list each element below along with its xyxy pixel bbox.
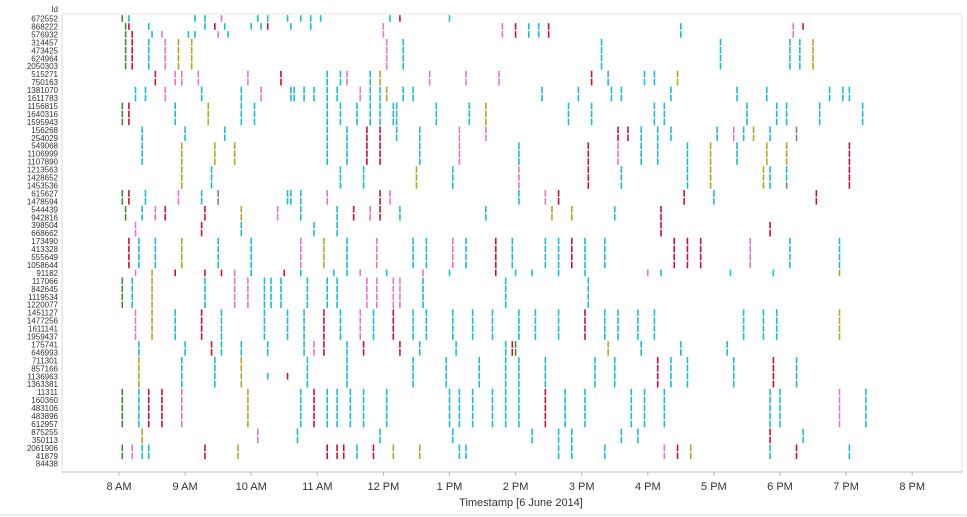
row-id-label: 612957: [31, 420, 58, 429]
row-id-label: 2061906: [27, 444, 59, 453]
x-tick-label: 1 PM: [437, 481, 463, 493]
row-id-label: 672552: [31, 15, 58, 24]
row-id-label: 1611141: [28, 325, 59, 334]
row-id-label: 473425: [31, 46, 58, 55]
row-id-label: 1363381: [27, 380, 59, 389]
row-id-label: 1477256: [27, 317, 59, 326]
row-id-label: 173490: [31, 237, 58, 246]
row-id-label: 11311: [37, 388, 59, 397]
row-id-label: 156268: [31, 126, 58, 135]
row-id-label: 1381070: [27, 86, 59, 95]
row-header-label: Id: [51, 5, 58, 14]
x-tick-label: 8 PM: [899, 481, 925, 493]
row-id-label: 84438: [36, 460, 59, 469]
x-tick-label: 2 PM: [503, 481, 529, 493]
x-tick-label: 3 PM: [569, 481, 595, 493]
row-id-label: 576932: [31, 30, 58, 39]
row-id-label: 1156815: [27, 102, 58, 111]
row-id-label: 1640316: [27, 110, 59, 119]
x-axis: 8 AM 9 AM 10 AM 11 AM 12 PM 1 PM 2 PM 3 PM 4 PM 5…: [62, 471, 962, 493]
row-id-label: 350113: [32, 436, 59, 445]
x-tick-label: 6 PM: [767, 481, 793, 493]
row-id-label: 1107890: [27, 158, 58, 167]
plot-area: [0, 13, 967, 516]
row-id-label: 1428652: [27, 174, 59, 183]
row-id-label: 750163: [31, 78, 58, 87]
row-id-label: 160360: [31, 396, 58, 405]
row-id-label: 624964: [31, 54, 58, 63]
row-id-label: 483106: [31, 404, 58, 413]
row-labels: 6725528682225769323144574734256249642050…: [27, 15, 59, 469]
row-id-label: 711301: [32, 356, 59, 365]
row-id-label: 1478594: [27, 197, 59, 206]
row-id-label: 2050303: [27, 62, 59, 71]
row-id-label: 1595943: [27, 118, 59, 127]
row-id-label: 868222: [31, 22, 58, 31]
row-id-label: 1220077: [27, 301, 59, 310]
row-id-label: 1959437: [27, 333, 59, 342]
x-tick-label: 8 AM: [106, 481, 131, 493]
row-id-label: 1119534: [28, 293, 59, 302]
x-tick-label: 12 PM: [368, 481, 400, 493]
row-id-label: 615627: [31, 189, 58, 198]
row-id-label: 1611783: [27, 94, 58, 103]
x-tick-label: 7 PM: [833, 481, 859, 493]
row-id-label: 398504: [31, 221, 58, 230]
x-tick-label: 5 PM: [701, 481, 727, 493]
row-id-label: 413328: [31, 245, 58, 254]
row-id-label: 314457: [31, 38, 58, 47]
x-tick-label: 9 AM: [173, 481, 198, 493]
tick-marks: [121, 15, 867, 460]
row-id-label: 1213563: [27, 166, 59, 175]
row-id-label: 875255: [31, 428, 58, 437]
row-id-label: 544439: [31, 205, 58, 214]
row-id-label: 857166: [31, 364, 58, 373]
row-id-label: 842645: [31, 285, 58, 294]
row-id-label: 515271: [31, 70, 58, 79]
row-id-label: 555649: [31, 253, 58, 262]
row-id-label: 91182: [36, 269, 58, 278]
row-id-label: 1106999: [27, 150, 58, 159]
row-id-label: 942816: [31, 213, 58, 222]
x-tick-label: 10 AM: [236, 481, 267, 493]
row-id-label: 1451127: [27, 309, 58, 318]
row-id-label: 175741: [31, 340, 58, 349]
row-id-label: 41879: [36, 452, 59, 461]
x-tick-label: 11 AM: [302, 481, 332, 493]
row-id-label: 646993: [31, 348, 58, 357]
row-id-label: 1453536: [27, 181, 59, 190]
row-id-label: 668662: [31, 229, 58, 238]
row-id-label: 1058644: [27, 261, 59, 270]
row-id-label: 1136963: [27, 372, 58, 381]
x-axis-title: Timestamp [6 June 2014]: [459, 497, 583, 509]
row-id-label: 549068: [31, 142, 58, 151]
x-tick-label: 4 PM: [635, 481, 661, 493]
row-id-label: 117066: [32, 277, 59, 286]
row-id-label: 483896: [31, 412, 58, 421]
row-id-label: 254029: [31, 134, 58, 143]
